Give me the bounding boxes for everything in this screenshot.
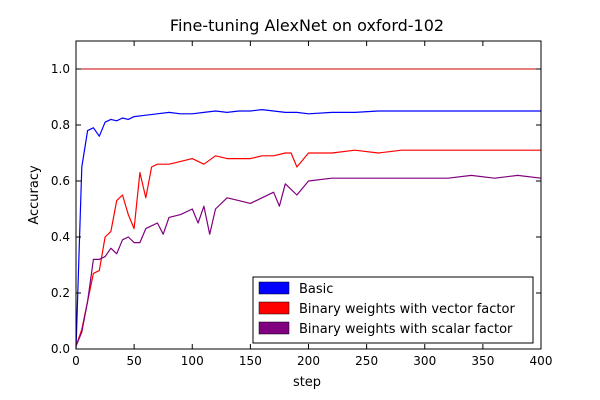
legend-label-2: Binary weights with vector factor <box>299 302 515 317</box>
legend-swatch-2 <box>258 301 290 315</box>
legend-label-1: Basic <box>299 282 333 297</box>
x-tick-label: 200 <box>297 354 320 368</box>
legend-box <box>252 276 534 344</box>
y-tick-label: 0.0 <box>51 342 70 356</box>
x-tick-label: 150 <box>239 354 262 368</box>
series-line-3 <box>75 174 542 347</box>
x-tick-label: 100 <box>181 354 204 368</box>
chart-title: Fine-tuning AlexNet on oxford-102 <box>170 16 444 35</box>
legend: Basic Binary weights with vector factor Bi… <box>252 276 534 344</box>
y-axis-label: Accuracy <box>27 165 42 225</box>
legend-label-3: Binary weights with scalar factor <box>299 322 513 337</box>
x-tick-label: 0 <box>72 354 80 368</box>
y-tick-label: 0.2 <box>51 286 70 300</box>
x-tick-label: 300 <box>413 354 436 368</box>
legend-swatch-3 <box>258 321 290 335</box>
x-tick-label: 350 <box>471 354 494 368</box>
legend-swatch-1 <box>258 281 290 295</box>
axis-ticks: 0 50 100 150 200 250 300 350 400 0.0 0.2 0.4 0.6 0.8 1… <box>51 41 553 368</box>
series-line-2 <box>75 149 541 347</box>
x-tick-label: 50 <box>126 354 141 368</box>
y-tick-label: 0.4 <box>51 230 70 244</box>
y-tick-label: 1.0 <box>51 62 70 76</box>
series-line-1 <box>75 108 541 350</box>
y-tick-label: 0.6 <box>51 174 70 188</box>
x-axis-label: step <box>293 375 321 390</box>
y-tick-label: 0.8 <box>51 118 70 132</box>
x-tick-label: 250 <box>355 354 378 368</box>
x-tick-label: 400 <box>530 354 553 368</box>
